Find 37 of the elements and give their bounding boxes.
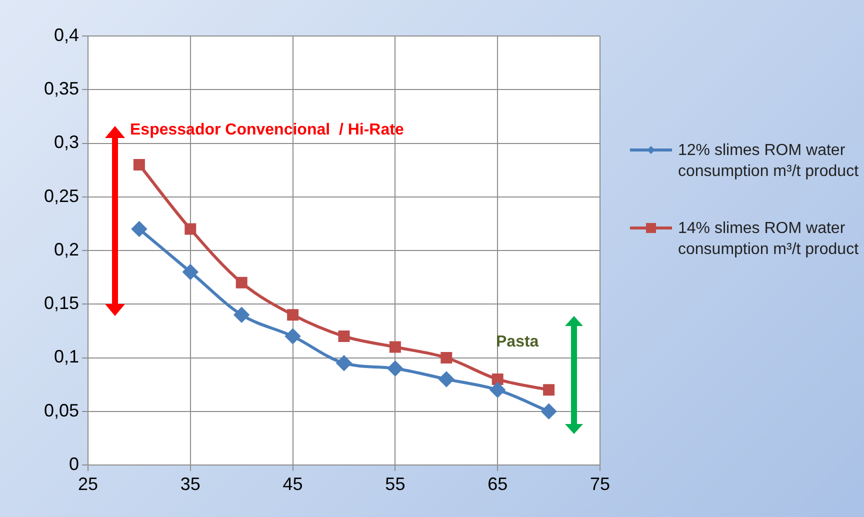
point [336, 356, 352, 371]
point [285, 328, 300, 344]
point [492, 373, 504, 385]
legend-label: 14% slimes ROM water consumption m³/t product [678, 219, 860, 260]
point [184, 223, 196, 235]
point [132, 222, 147, 237]
y-tick-label: 0,1 [54, 346, 79, 367]
point [182, 264, 198, 280]
y-tick-label: 0,05 [44, 400, 79, 420]
x-tick-label: 75 [590, 474, 610, 494]
x-tick-label: 35 [180, 474, 200, 494]
point [490, 382, 506, 398]
y-tick-label: 0,15 [44, 293, 79, 314]
y-tick-label: 0,4 [54, 24, 79, 45]
y-tick-label: 0,2 [54, 239, 79, 260]
y-tick-label: 0,25 [44, 186, 79, 206]
x-tick-label: 45 [282, 474, 303, 494]
y-tick-label: 0 [68, 454, 79, 474]
annotation: Espessador Convencional / Hi-Rate [130, 121, 404, 138]
point [543, 384, 555, 396]
point [287, 309, 299, 321]
point [234, 307, 250, 322]
point [389, 341, 401, 353]
point [338, 330, 350, 342]
point [133, 158, 145, 170]
point [388, 360, 403, 376]
point [440, 352, 452, 364]
annotation: Pasta [496, 333, 539, 350]
point [236, 276, 248, 288]
legend-label: 12% slimes ROM water consumption m³/t product [678, 141, 860, 182]
point [438, 372, 454, 387]
y-tick-label: 0,35 [44, 78, 79, 99]
point [541, 404, 556, 419]
x-tick-label: 65 [488, 474, 508, 494]
x-tick-label: 25 [78, 474, 98, 494]
y-tick-label: 0,3 [54, 132, 79, 152]
x-tick-label: 55 [385, 474, 406, 494]
